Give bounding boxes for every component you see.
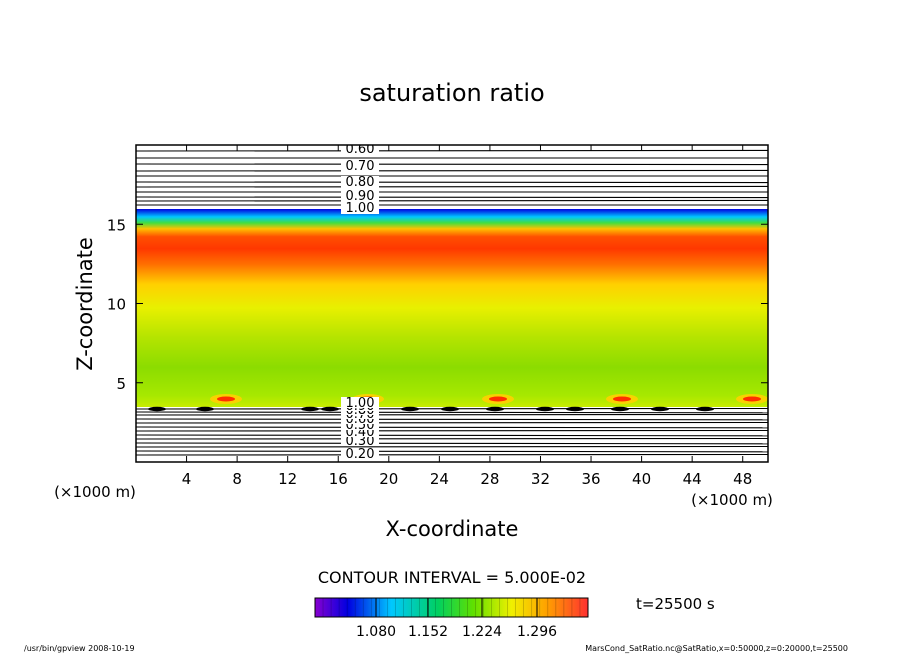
contour-lens	[321, 406, 339, 412]
lower-contour-line	[136, 453, 768, 456]
colorbar-tick-label: 1.224	[462, 624, 502, 640]
contour-lens	[536, 406, 554, 412]
upper-contour-line	[136, 163, 768, 166]
contour-lens	[651, 406, 669, 412]
colorbar-tick-label: 1.296	[517, 624, 557, 640]
max-cell-core	[489, 396, 507, 402]
label-bg	[341, 448, 379, 459]
max-cell-core	[743, 396, 761, 402]
lower-contour-line	[136, 411, 768, 414]
colorbar	[314, 597, 589, 618]
x-tick-label-24: 24	[430, 470, 449, 488]
upper-contour-label: 0.60	[346, 142, 375, 157]
x-tick-label-44: 44	[683, 470, 702, 488]
colorbar-tick-labels: 1.080 1.152 1.224 1.296	[356, 624, 557, 640]
lower-contour-line	[136, 429, 768, 432]
upper-contour-lines	[136, 149, 768, 206]
upper-contour-line	[136, 169, 768, 172]
lower-contour-line	[136, 445, 768, 448]
contour-lens	[148, 406, 166, 412]
label-bg	[341, 160, 379, 172]
label-bg	[341, 190, 379, 202]
footer-left: /usr/bin/gpview 2008-10-19	[24, 644, 135, 653]
colorbar-ticks	[322, 598, 581, 617]
lower-contour-line	[136, 437, 768, 440]
colorbar-tick-label: 1.080	[356, 624, 396, 640]
contour-lens	[301, 406, 319, 412]
x-tick-label-32: 32	[531, 470, 550, 488]
saturation-field	[136, 209, 768, 407]
lower-contour-lines	[136, 406, 768, 456]
label-bg	[341, 176, 379, 188]
label-bg	[341, 397, 379, 408]
lower-contour-line	[136, 426, 768, 429]
y-axis-ticks: 5 10 15	[107, 216, 768, 393]
x-axis-ticks: 4 8 12 16 20 24 28 32 36 40 44 48	[182, 145, 752, 488]
lower-contour-label: 0.30	[346, 434, 375, 449]
lower-contour-line	[136, 442, 768, 445]
contour-lens	[196, 406, 214, 412]
time-label: t=25500 s	[636, 595, 715, 613]
near-surface-maxima	[210, 394, 768, 404]
lower-contour-line	[136, 450, 768, 453]
contour-lens	[696, 406, 714, 412]
max-cell-core	[217, 396, 235, 402]
contour-lens	[566, 406, 584, 412]
x-tick-label-8: 8	[232, 470, 242, 488]
x-tick-label-16: 16	[329, 470, 348, 488]
contour-interval-label: CONTOUR INTERVAL = 5.000E-02	[318, 568, 586, 587]
upper-contour-line	[136, 149, 768, 152]
upper-contour-label: 1.00	[346, 201, 375, 216]
y-tick-label-10: 10	[107, 296, 126, 314]
x-axis-label: X-coordinate	[386, 517, 519, 541]
x-tick-label-12: 12	[278, 470, 297, 488]
label-bg	[341, 202, 379, 214]
x-tick-label-36: 36	[581, 470, 600, 488]
x-tick-label-40: 40	[632, 470, 651, 488]
label-bg	[341, 426, 379, 437]
label-bg	[341, 419, 379, 430]
label-bg	[341, 435, 379, 446]
contour-lens	[401, 406, 419, 412]
lower-contour-line	[136, 418, 768, 421]
upper-contour-line	[136, 196, 768, 199]
lower-contour-labels: 0.200.300.400.500.600.700.800.901.00	[341, 396, 379, 462]
contour-lens	[441, 406, 459, 412]
x-tick-label-4: 4	[182, 470, 192, 488]
y-tick-label-5: 5	[116, 375, 126, 393]
lower-contour-line	[136, 413, 768, 416]
upper-contour-line	[136, 199, 768, 202]
upper-contour-labels: 0.60 0.700.800.901.00	[341, 142, 379, 216]
upper-contour-line	[136, 181, 768, 184]
label-bg	[341, 145, 379, 155]
y-tick-label-15: 15	[107, 216, 126, 234]
lower-contour-line	[136, 434, 768, 437]
x-tick-label-48: 48	[733, 470, 752, 488]
lower-contour-line	[136, 421, 768, 424]
colorbar-tick-label: 1.152	[408, 624, 448, 640]
lower-contour-label: 1.00	[346, 396, 375, 411]
contour-lens	[486, 406, 504, 412]
upper-contour-label: 0.80	[346, 175, 375, 190]
upper-contour-label: 0.90	[346, 189, 375, 204]
x-unit-label-left: (×1000 m)	[54, 483, 136, 501]
contour-lens	[611, 406, 629, 412]
max-cell-core	[613, 396, 631, 402]
y-axis-label: Z-coordinate	[73, 237, 97, 371]
upper-contour-line	[136, 185, 768, 188]
x-tick-label-28: 28	[480, 470, 499, 488]
x-unit-label-right: (×1000 m)	[691, 491, 773, 509]
lower-contour-label: 0.20	[346, 447, 375, 462]
upper-contour-label: 0.70	[346, 159, 375, 174]
chart-title: saturation ratio	[359, 79, 544, 107]
footer-right: MarsCond_SatRatio.nc@SatRatio,x=0:50000,…	[585, 644, 848, 653]
x-tick-label-20: 20	[379, 470, 398, 488]
